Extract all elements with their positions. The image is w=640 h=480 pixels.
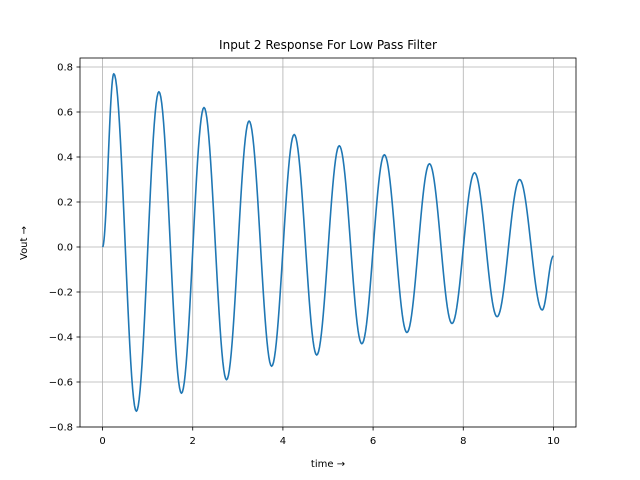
y-tick-label: −0.4 [49,333,73,344]
x-tick-label: 8 [460,436,466,447]
y-tick-label: 0.4 [57,153,73,164]
x-tick-label: 10 [547,436,560,447]
x-tick-label: 2 [190,436,196,447]
y-axis-label: Vout → [19,226,30,260]
x-tick-label: 0 [99,436,105,447]
y-tick-label: −0.6 [49,378,73,389]
chart-title: Input 2 Response For Low Pass Filter [219,38,437,52]
x-tick-label: 6 [370,436,376,447]
plot-area-frame [79,57,577,428]
plot-lines [101,72,554,413]
x-tick-label: 4 [280,436,286,447]
y-tick-label: −0.2 [49,288,73,299]
y-tick-label: 0.2 [57,198,73,209]
series-line [101,72,554,413]
axis-ticks: 0 2 4 6 8 10 −0.8 −0.6 −0.4 −0.2 0.0 0.2 0.4 0.6 0.8 [49,63,560,448]
y-tick-label: 0.8 [57,63,73,74]
y-tick-label: 0.0 [57,243,73,254]
y-tick-label: −0.8 [49,423,73,434]
x-axis-label: time → [311,459,345,470]
y-tick-label: 0.6 [57,108,73,119]
